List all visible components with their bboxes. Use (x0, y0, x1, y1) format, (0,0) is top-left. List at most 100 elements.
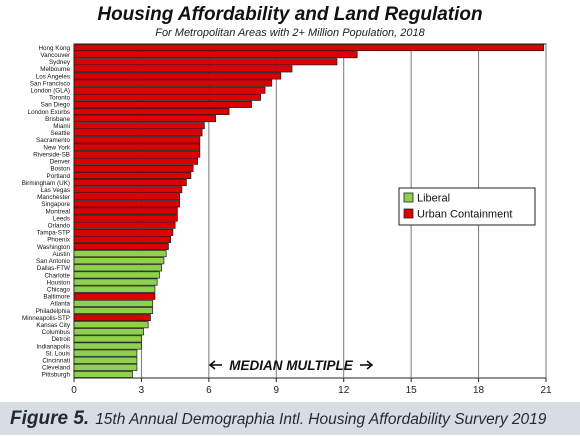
bar (73, 100, 252, 108)
category-label: Baltimore (43, 294, 70, 301)
bar (73, 65, 293, 73)
category-label: Birmingham (UK) (22, 180, 70, 187)
category-label: New York (43, 144, 70, 151)
category-label: Denver (50, 159, 70, 166)
legend-box (398, 187, 536, 226)
left-arrowhead-icon (208, 360, 216, 370)
category-label: Portland (47, 173, 71, 180)
bar (73, 207, 178, 215)
category-label: Atlanta (50, 301, 70, 308)
bar (73, 257, 165, 265)
category-label: Austin (52, 251, 70, 258)
bar (73, 115, 216, 123)
category-label: Kansas City (36, 322, 70, 329)
category-label: Columbus (42, 329, 70, 336)
category-label: Minneapolis-STP (22, 315, 70, 322)
bar (73, 299, 154, 307)
category-label: Tampa-STP (37, 230, 70, 237)
category-label: Vancouver (40, 52, 70, 59)
category-label: Miami (53, 123, 70, 130)
x-tick-label: 21 (540, 385, 552, 396)
category-label: Boston (50, 166, 70, 173)
bar (73, 44, 545, 52)
category-label: Indianapolis (36, 343, 70, 350)
x-tick-label: 6 (206, 385, 212, 396)
bar (73, 129, 203, 137)
chart: 0 3 6 9 12 15 18 21 Hong KongVancouverSydneyMelb… (22, 43, 552, 396)
bar (73, 221, 176, 229)
x-tick-label: 9 (274, 385, 280, 396)
category-label: Chicago (47, 286, 71, 293)
bar (73, 363, 138, 371)
category-label: Charlotte (44, 272, 70, 279)
category-label: San Diego (41, 102, 71, 109)
category-label: London (GLA) (30, 87, 70, 94)
bar (73, 164, 194, 172)
bar (73, 157, 198, 165)
bar (73, 122, 205, 130)
bar (73, 243, 169, 251)
bar (73, 228, 174, 236)
category-label: Washington (37, 244, 71, 251)
bar (73, 356, 138, 364)
bar (73, 86, 266, 94)
bar (73, 58, 338, 66)
figure-caption-text: 15th Annual Demographia Intl. Housing Af… (95, 411, 547, 428)
bar (73, 108, 230, 116)
bar (73, 335, 142, 343)
chart-subtitle: For Metropolitan Areas with 2+ Million P… (155, 27, 425, 39)
category-label: Dallas-FTW (37, 265, 70, 272)
legend-swatch (403, 208, 414, 219)
bar (73, 250, 167, 258)
bar (73, 342, 142, 350)
bar (73, 179, 187, 187)
category-label: Riverside-SB (33, 151, 70, 158)
figure-caption: Figure 5. 15th Annual Demographia Intl. H… (0, 402, 580, 435)
category-label: Sacramento (36, 137, 70, 144)
legend-label: Urban Containment (417, 209, 512, 221)
category-label: London Exurbs (28, 109, 70, 116)
category-label: Singapore (41, 201, 70, 208)
x-tick-label: 0 (71, 385, 77, 396)
category-label: Houston (47, 279, 71, 286)
x-tick-label: 18 (473, 385, 485, 396)
category-label: Los Angeles (36, 73, 70, 80)
category-label: Toronto (49, 95, 71, 102)
legend-swatch (403, 192, 414, 203)
category-label: Cleveland (42, 365, 71, 372)
category-label: San Francisco (30, 80, 71, 87)
legend-label: Liberal (417, 193, 450, 205)
category-label: St. Louis (45, 350, 70, 357)
category-label: Las Vegas (41, 187, 70, 194)
bar (73, 321, 149, 329)
category-label: Sydney (49, 59, 71, 66)
figure-label: Figure 5. (10, 408, 90, 429)
x-tick-label: 15 (406, 385, 418, 396)
right-arrowhead-icon (366, 360, 374, 370)
bar (73, 264, 163, 272)
bar (73, 200, 180, 208)
bar (73, 278, 158, 286)
bar (73, 314, 151, 322)
category-label: Hong Kong (38, 45, 70, 52)
chart-title: Housing Affordability and Land Regulatio… (97, 4, 483, 25)
category-label: Seattle (50, 130, 70, 137)
bar (73, 171, 192, 179)
median-multiple-annotation: MEDIAN MULTIPLE (229, 358, 353, 373)
bar (73, 292, 156, 300)
bar (73, 193, 180, 201)
bar (73, 214, 178, 222)
bar (73, 328, 145, 336)
bar (73, 285, 156, 293)
category-label: Montreal (46, 208, 71, 215)
bar (73, 143, 201, 151)
category-label: Melbourne (40, 66, 70, 73)
category-label: Philadelphia (36, 308, 71, 315)
category-label: Phoenix (47, 237, 71, 244)
legend: Liberal Urban Containment (398, 187, 536, 226)
category-label: Detroit (51, 336, 70, 343)
x-tick-label: 12 (338, 385, 350, 396)
bar (73, 150, 201, 158)
bar (73, 136, 201, 144)
bar (73, 79, 273, 87)
